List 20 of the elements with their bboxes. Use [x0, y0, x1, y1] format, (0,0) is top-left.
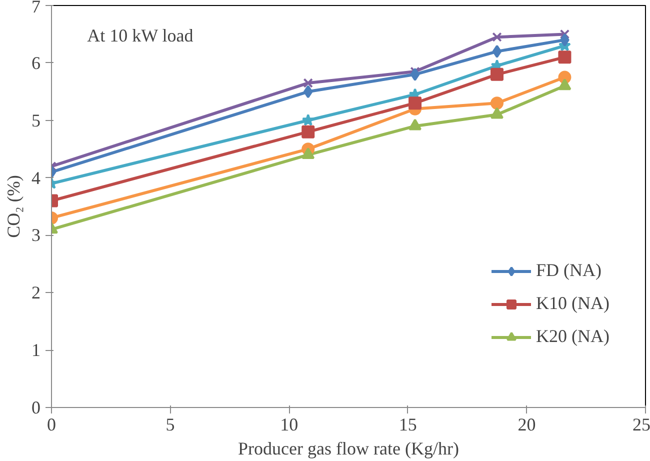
x-tick-label: 10 [280, 414, 298, 434]
annotation: At 10 kW load [87, 26, 194, 46]
y-tick-label: 4 [32, 168, 40, 188]
y-tick-label: 3 [32, 225, 40, 246]
y-tick-label: 6 [32, 52, 40, 73]
y-tick-label: 1 [32, 340, 40, 360]
y-tick-label: 7 [32, 0, 40, 16]
y-axis-title: CO₂ (%) [4, 175, 24, 238]
x-tick-label: 15 [398, 414, 417, 434]
y-tick-label: 0 [32, 398, 40, 418]
x-tick-label: 5 [166, 414, 175, 434]
x-tick-label: 20 [518, 414, 536, 434]
legend-label: K10 (NA) [536, 293, 610, 314]
legend-label: K20 (NA) [536, 326, 610, 347]
legend-label: FD (NA) [536, 260, 602, 281]
y-tick-label: 5 [32, 110, 40, 130]
x-tick-label: 0 [47, 414, 56, 434]
y-tick-label: 2 [32, 282, 40, 303]
x-axis-title: Producer gas flow rate (Kg/hr) [238, 438, 459, 458]
x-tick-label: 25 [632, 414, 650, 434]
